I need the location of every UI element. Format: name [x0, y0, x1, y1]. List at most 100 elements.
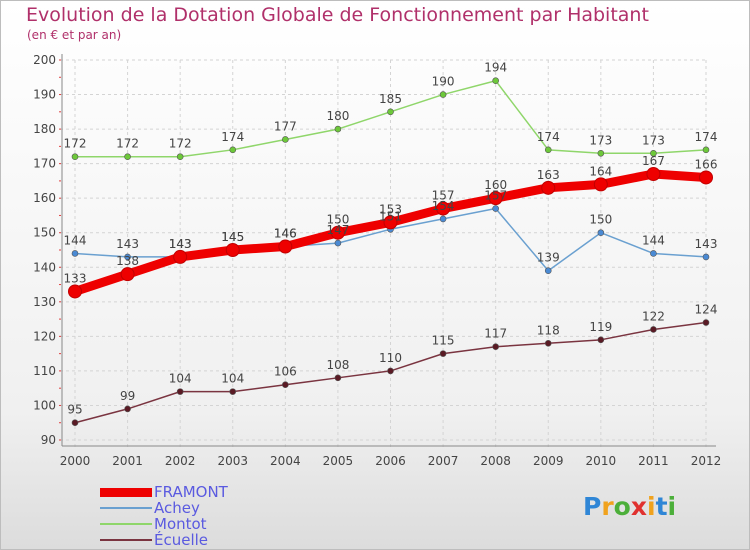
data-point	[68, 284, 82, 299]
data-point	[492, 205, 499, 212]
y-tick-label: 130	[33, 295, 56, 309]
y-tick-label: 140	[33, 260, 56, 274]
data-point	[387, 108, 394, 116]
data-label: 99	[120, 389, 135, 403]
data-point	[383, 215, 398, 230]
data-label: 110	[379, 351, 402, 365]
data-label: 172	[116, 137, 139, 151]
x-tick-label: 2012	[691, 454, 722, 468]
x-tick-label: 2011	[638, 454, 669, 468]
legend-swatch	[100, 507, 152, 509]
x-tick-label: 2008	[480, 454, 511, 468]
x-tick-label: 2000	[60, 454, 91, 468]
data-point	[702, 146, 710, 154]
data-label: 144	[642, 233, 665, 247]
proxiti-logo: Proxiti	[583, 492, 676, 521]
data-label: 139	[537, 251, 560, 265]
data-label: 143	[116, 237, 139, 251]
data-point	[124, 405, 131, 413]
y-tick-label: 180	[33, 122, 56, 136]
data-point	[334, 374, 342, 382]
data-point	[439, 91, 447, 98]
logo-letter: x	[630, 492, 647, 521]
data-label: 146	[274, 227, 297, 241]
data-point	[173, 249, 188, 264]
data-label: 104	[169, 372, 192, 386]
data-label: 177	[274, 119, 297, 133]
data-label: 190	[432, 75, 455, 89]
data-point	[124, 253, 131, 261]
data-point	[488, 191, 503, 206]
data-point	[436, 201, 451, 216]
data-point	[225, 243, 240, 257]
data-point	[229, 146, 237, 154]
data-point	[439, 350, 447, 357]
data-label: 157	[432, 189, 455, 203]
data-point	[71, 250, 79, 257]
data-label: 174	[695, 130, 718, 144]
data-point	[282, 381, 289, 389]
data-point	[330, 225, 345, 240]
data-label: 147	[326, 223, 349, 237]
data-label: 122	[642, 309, 665, 323]
data-point	[387, 367, 394, 375]
data-label: 172	[169, 137, 192, 151]
y-tick-label: 170	[33, 157, 56, 171]
data-label: 108	[326, 358, 349, 372]
data-label: 164	[589, 164, 612, 178]
data-point	[650, 149, 657, 157]
data-label: 173	[642, 133, 665, 147]
data-label: 143	[695, 237, 718, 251]
data-point	[541, 180, 556, 195]
data-label: 133	[64, 271, 87, 285]
data-label: 174	[221, 130, 244, 144]
data-point	[278, 239, 293, 254]
data-point	[597, 149, 605, 157]
legend-swatch	[100, 523, 152, 525]
data-label: 194	[484, 61, 507, 75]
x-tick-label: 2007	[428, 454, 459, 468]
data-label: 106	[274, 365, 297, 379]
y-tick-label: 110	[33, 364, 56, 378]
data-point	[702, 253, 710, 261]
data-point	[492, 77, 499, 85]
data-label: 119	[589, 320, 612, 334]
data-label: 185	[379, 92, 402, 106]
x-tick-label: 2004	[270, 454, 301, 468]
data-label: 145	[221, 230, 244, 244]
logo-letter: o	[613, 492, 631, 521]
data-point	[334, 239, 342, 247]
x-tick-label: 2005	[323, 454, 354, 468]
logo-letter: i	[667, 492, 677, 521]
data-label: 172	[64, 137, 87, 151]
data-label: 160	[484, 178, 507, 192]
legend-label: FRAMONT	[154, 483, 228, 501]
data-point	[544, 267, 552, 275]
data-point	[282, 136, 289, 143]
data-label: 173	[589, 133, 612, 147]
data-point	[229, 388, 237, 395]
data-point	[439, 215, 447, 223]
data-point	[176, 388, 184, 395]
data-point	[593, 177, 608, 192]
data-label: 138	[116, 254, 139, 268]
x-tick-label: 2010	[586, 454, 617, 468]
x-tick-label: 2001	[112, 454, 143, 468]
data-label: 150	[589, 213, 612, 227]
y-tick-label: 200	[33, 53, 56, 67]
data-label: 117	[484, 327, 507, 341]
data-point	[71, 153, 79, 161]
x-tick-label: 2009	[533, 454, 564, 468]
data-point	[492, 343, 499, 351]
y-tick-label: 100	[33, 398, 56, 412]
chart-title: Evolution de la Dotation Globale de Fonc…	[26, 4, 649, 26]
data-point	[650, 250, 657, 257]
data-label: 104	[221, 372, 244, 386]
data-label: 163	[537, 168, 560, 182]
data-label: 180	[326, 109, 349, 123]
data-label: 154	[432, 199, 455, 213]
data-point	[71, 419, 79, 427]
data-label: 95	[67, 403, 82, 417]
data-label: 144	[64, 233, 87, 247]
y-tick-label: 150	[33, 226, 56, 240]
